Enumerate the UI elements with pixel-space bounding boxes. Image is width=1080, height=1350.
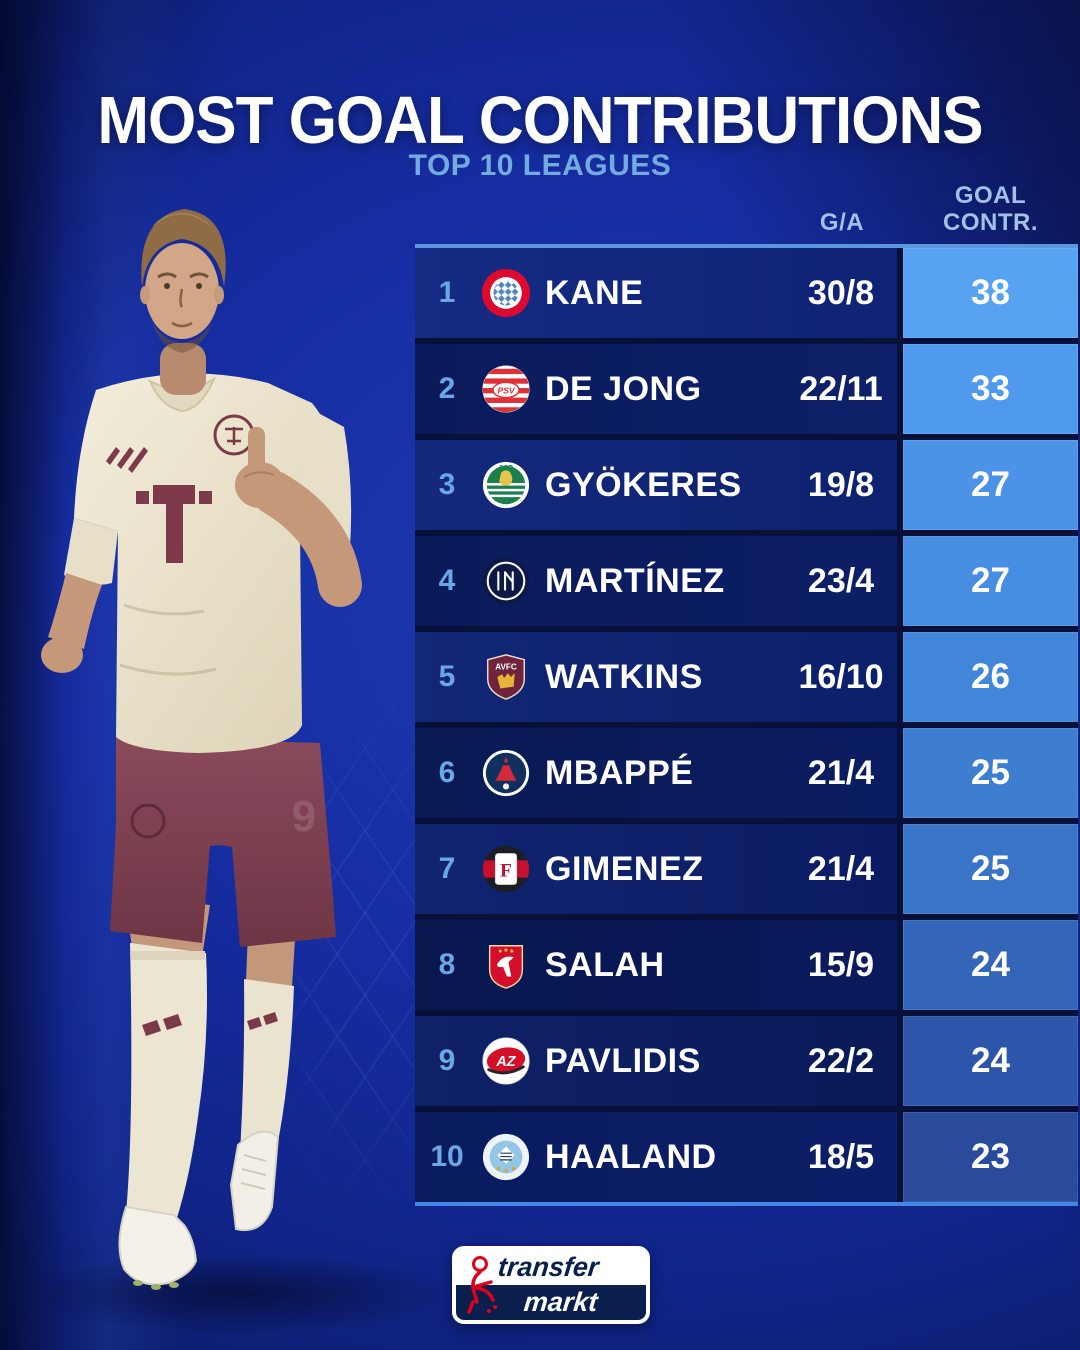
table-row: 9 PAVLIDIS 22/2 24 (415, 1016, 1078, 1106)
rank-label: 4 (438, 564, 456, 597)
stats-table: G/A GOAL CONTR. 1 KANE 30/8 38 (415, 180, 1078, 1206)
feyenoord-badge (481, 844, 531, 894)
goal-contr-value: 26 (903, 632, 1078, 722)
ga-value: 18/5 (807, 1137, 875, 1176)
row-main: 10 HAALAND 18/5 (415, 1112, 897, 1202)
goal-contr-value: 27 (903, 440, 1078, 530)
table-row: 4 MARTÍNEZ 23/4 27 (415, 536, 1078, 626)
goal-contr-value: 38 (903, 248, 1078, 338)
player-name: GYÖKERES (545, 465, 742, 504)
page-subtitle: TOP 10 LEAGUES (408, 148, 672, 182)
goal-contr-value: 25 (903, 824, 1078, 914)
goal-contr-value: 24 (903, 1016, 1078, 1106)
club-badge (479, 268, 533, 318)
ga-value: 23/4 (807, 561, 875, 600)
player-photo-harry-kane: 9 (41, 209, 362, 1290)
transfermarkt-logo-word-bottom: markt (522, 1287, 600, 1317)
player-name: MARTÍNEZ (545, 561, 725, 600)
club-badge (479, 748, 533, 798)
transfermarkt-logo: transfer markt (452, 1246, 650, 1324)
row-main: 5 WATKINS 16/10 (415, 632, 897, 722)
column-header-ga: G/A (819, 209, 865, 237)
goal-contr-value: 33 (903, 344, 1078, 434)
rank-label: 6 (438, 756, 456, 789)
svg-text:9: 9 (292, 792, 316, 841)
table-row: 1 KANE 30/8 38 (415, 248, 1078, 338)
psg-badge (481, 748, 531, 798)
ga-value: 15/9 (807, 945, 875, 984)
row-main: 7 GIMENEZ 21/4 (415, 824, 897, 914)
player-name: DE JONG (545, 369, 702, 408)
table-row: 3 GYÖKERES 19/8 27 (415, 440, 1078, 530)
goal-contr-value: 27 (903, 536, 1078, 626)
aston-villa-badge (481, 652, 531, 702)
player-name: PAVLIDIS (545, 1041, 701, 1080)
row-main: 6 MBAPPÉ 21/4 (415, 728, 897, 818)
club-badge (479, 460, 533, 510)
table-row: 5 WATKINS 16/10 26 (415, 632, 1078, 722)
column-header-goal-contr: GOAL CONTR. (943, 181, 1038, 237)
player-name: MBAPPÉ (545, 753, 694, 792)
player-name: WATKINS (545, 657, 703, 696)
rank-label: 3 (438, 468, 456, 501)
inter-milan-badge (481, 556, 531, 606)
transfermarkt-logo-word-top: transfer (496, 1252, 601, 1282)
player-name: KANE (545, 273, 644, 312)
bayern-munich-badge (481, 268, 531, 318)
rank-label: 10 (430, 1140, 464, 1173)
club-badge (479, 556, 533, 606)
row-main: 1 KANE 30/8 (415, 248, 897, 338)
rank-label: 5 (438, 660, 456, 693)
table-body: 1 KANE 30/8 38 2 DE JONG 22/11 (415, 244, 1078, 1206)
club-badge (479, 940, 533, 990)
row-main: 8 SALAH 15/9 (415, 920, 897, 1010)
rank-label: 2 (438, 372, 456, 405)
table-row: 6 MBAPPÉ 21/4 25 (415, 728, 1078, 818)
club-badge (479, 652, 533, 702)
player-name: SALAH (545, 945, 665, 984)
psv-eindhoven-badge (481, 364, 531, 414)
table-row: 7 GIMENEZ 21/4 25 (415, 824, 1078, 914)
transfermarkt-kicker-icon (467, 1256, 497, 1314)
rank-label: 8 (438, 948, 456, 981)
table-row: 10 HAALAND 18/5 23 (415, 1112, 1078, 1202)
table-header: G/A GOAL CONTR. (415, 180, 1078, 244)
ga-value: 16/10 (798, 657, 884, 696)
table-row: 8 SALAH 15/9 24 (415, 920, 1078, 1010)
club-badge (479, 364, 533, 414)
club-badge (479, 1132, 533, 1182)
ga-value: 19/8 (807, 465, 875, 504)
row-main: 9 PAVLIDIS 22/2 (415, 1016, 897, 1106)
player-name: GIMENEZ (545, 849, 704, 888)
ga-value: 22/11 (799, 369, 883, 408)
row-main: 2 DE JONG 22/11 (415, 344, 897, 434)
rank-label: 1 (438, 276, 456, 309)
page-title: MOST GOAL CONTRIBUTIONS (97, 83, 983, 158)
ga-value: 22/2 (807, 1041, 875, 1080)
ga-value: 30/8 (807, 273, 875, 312)
row-main: 3 GYÖKERES 19/8 (415, 440, 897, 530)
player-name: HAALAND (545, 1137, 717, 1176)
sporting-cp-badge (481, 460, 531, 510)
ga-value: 21/4 (807, 849, 875, 888)
club-badge (479, 844, 533, 894)
goal-contr-value: 23 (903, 1112, 1078, 1202)
rank-label: 9 (438, 1044, 456, 1077)
row-main: 4 MARTÍNEZ 23/4 (415, 536, 897, 626)
az-alkmaar-badge (481, 1036, 531, 1086)
rank-label: 7 (438, 852, 456, 885)
ga-value: 21/4 (807, 753, 875, 792)
liverpool-badge (481, 940, 531, 990)
manchester-city-badge (481, 1132, 531, 1182)
club-badge (479, 1036, 533, 1086)
goal-contr-value: 25 (903, 728, 1078, 818)
goal-contr-value: 24 (903, 920, 1078, 1010)
table-row: 2 DE JONG 22/11 33 (415, 344, 1078, 434)
